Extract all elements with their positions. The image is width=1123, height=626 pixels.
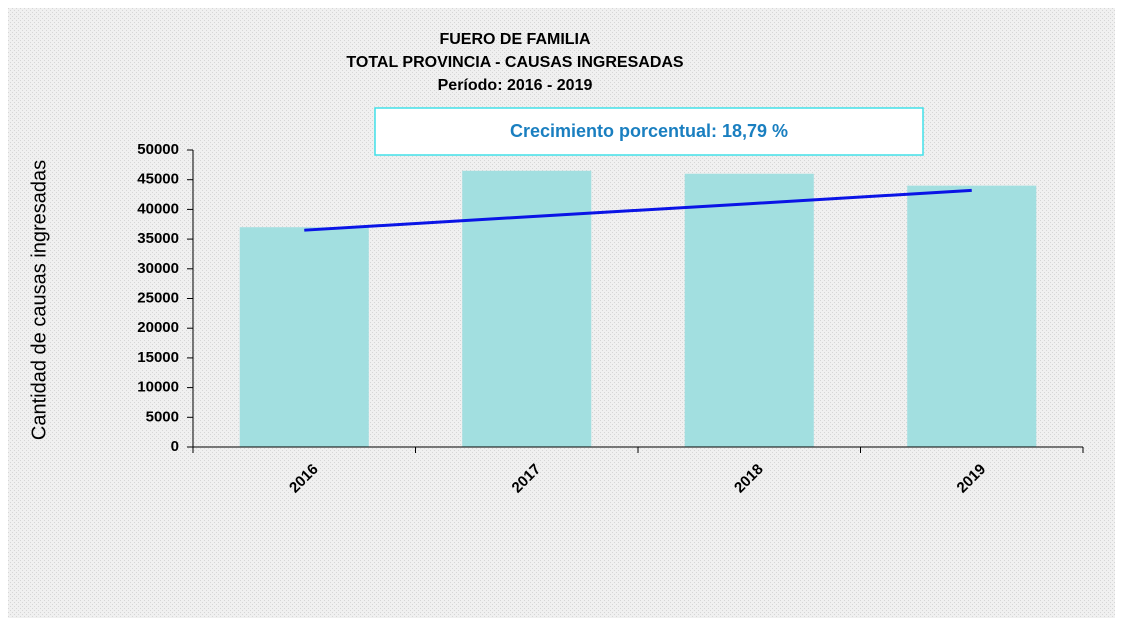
y-tick-label: 35000	[137, 230, 179, 247]
y-tick-label: 5000	[146, 408, 179, 425]
bar	[907, 185, 1037, 447]
annotation: Crecimiento porcentual: 18,79 %	[510, 121, 788, 141]
y-tick-label: 0	[171, 438, 179, 455]
y-tick-label: 45000	[137, 171, 179, 188]
bar	[462, 170, 592, 448]
y-tick-label: 25000	[137, 289, 179, 306]
y-tick-label: 15000	[137, 349, 179, 366]
annotation-box	[374, 107, 924, 156]
chart-title: FUERO DE FAMILIA	[439, 31, 591, 48]
y-tick-label: 30000	[137, 260, 179, 277]
bar	[684, 173, 814, 447]
y-tick-label: 20000	[137, 319, 179, 336]
trendline	[304, 188, 972, 232]
chart-title: Período: 2016 - 2019	[438, 77, 593, 94]
y-tick-label: 50000	[137, 141, 179, 158]
bar	[239, 227, 369, 447]
y-tick-label: 10000	[137, 379, 179, 396]
y-tick-label: 40000	[137, 200, 179, 217]
y-axis-label: Cantidad de causas ingresadas	[28, 160, 50, 440]
chart-title: TOTAL PROVINCIA - CAUSAS INGRESADAS	[346, 54, 684, 71]
